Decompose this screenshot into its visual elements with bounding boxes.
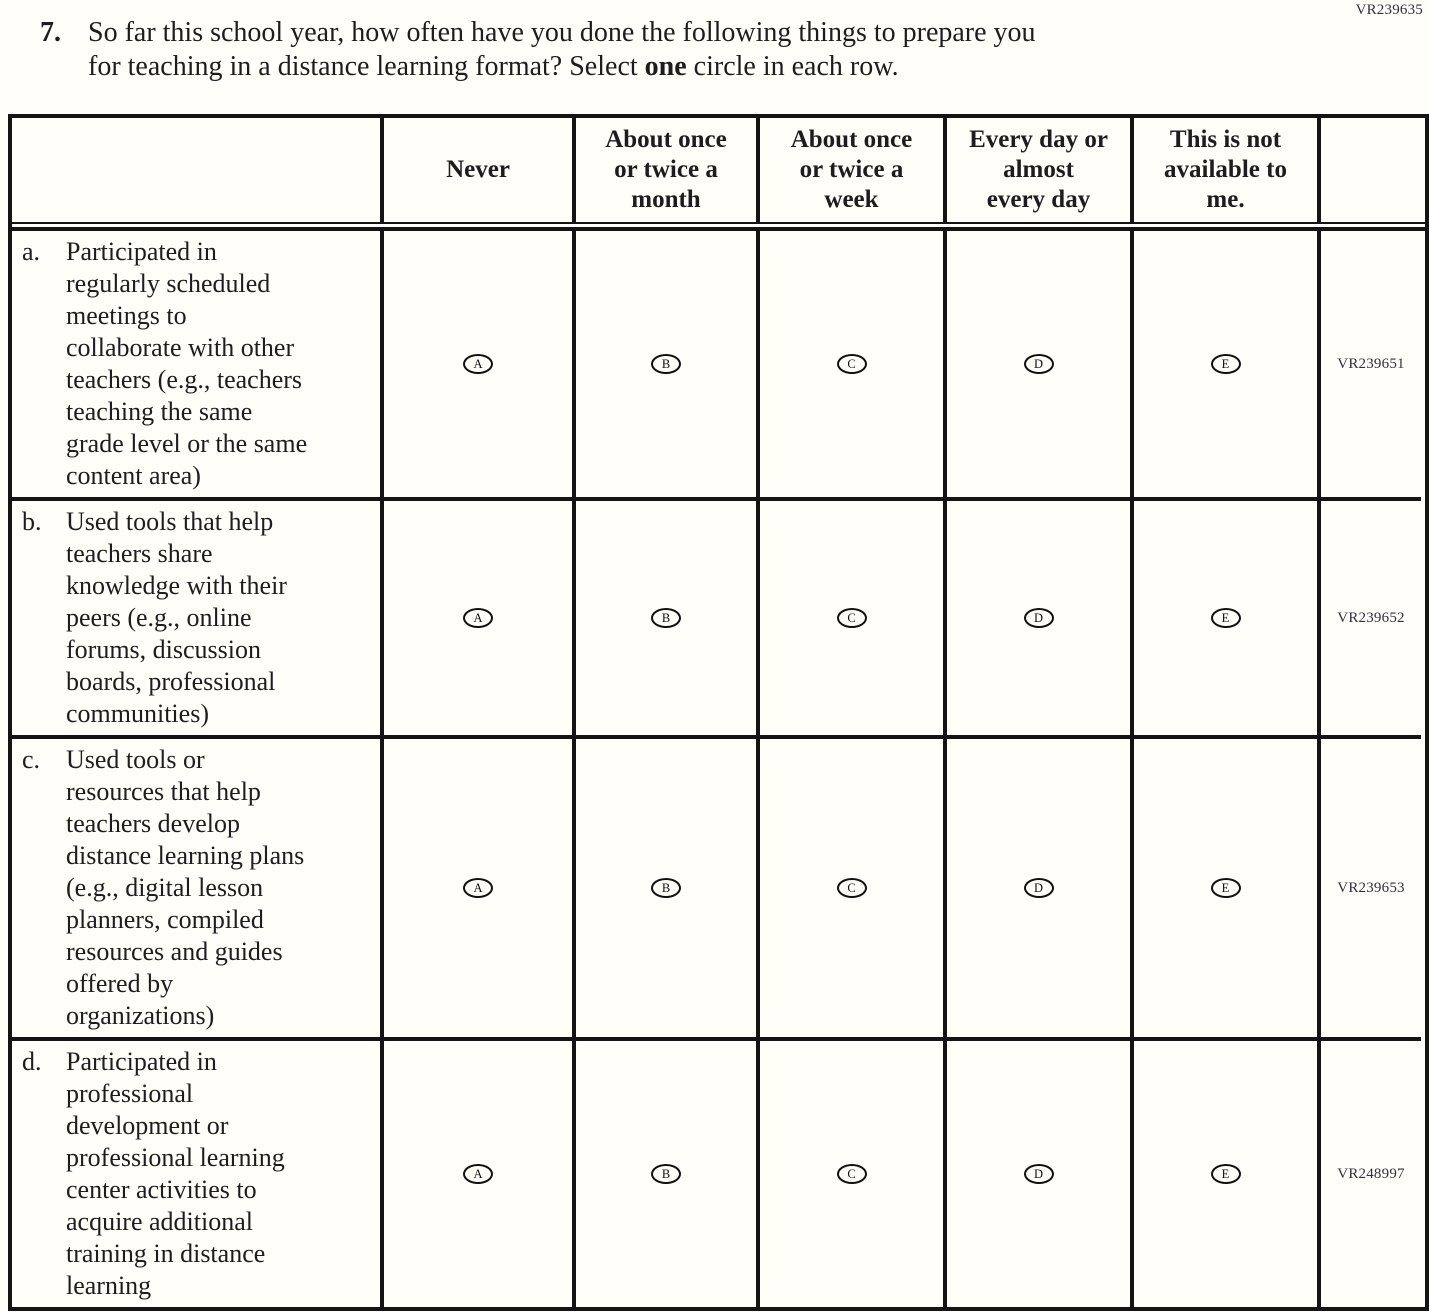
- row-d-code: VR248997: [1337, 1165, 1405, 1182]
- row-c-text: Used tools or resources that help teache…: [66, 745, 305, 1030]
- row-c-cell-week: C: [760, 739, 947, 1041]
- answer-bubble-c-notavailable[interactable]: E: [1210, 878, 1241, 898]
- row-b-cell-everyday: D: [947, 501, 1134, 739]
- answer-bubble-c-everyday[interactable]: D: [1023, 878, 1054, 898]
- answer-bubble-a-week[interactable]: C: [836, 354, 867, 374]
- row-a-description: a. Participated in regularly scheduled m…: [12, 231, 384, 501]
- column-header-never: Never: [384, 118, 576, 222]
- answer-bubble-d-notavailable[interactable]: E: [1210, 1164, 1241, 1184]
- answer-bubble-b-notavailable[interactable]: E: [1210, 608, 1241, 628]
- column-header-every-day: Every day or almost every day: [947, 118, 1134, 222]
- question-bold-word: one: [644, 51, 687, 82]
- row-c-cell-month: B: [576, 739, 760, 1041]
- row-d-label: d.: [22, 1047, 42, 1076]
- table-body: a. Participated in regularly scheduled m…: [12, 227, 1425, 1307]
- column-header-blank: [12, 118, 384, 222]
- frequency-grid-table: Never About once or twice a month About …: [8, 114, 1429, 1311]
- answer-bubble-a-never[interactable]: A: [463, 354, 493, 374]
- row-b-cell-week: C: [760, 501, 947, 739]
- answer-bubble-b-never[interactable]: A: [463, 608, 493, 628]
- column-header-not-available: This is not available to me.: [1134, 118, 1321, 222]
- row-b-label: b.: [22, 507, 42, 536]
- row-c-cell-everyday: D: [947, 739, 1134, 1041]
- answer-bubble-c-never[interactable]: A: [463, 878, 493, 898]
- answer-bubble-c-week[interactable]: C: [836, 878, 867, 898]
- answer-bubble-a-everyday[interactable]: D: [1023, 354, 1054, 374]
- row-c-description: c. Used tools or resources that help tea…: [12, 739, 384, 1041]
- row-b-cell-never: A: [384, 501, 576, 739]
- column-header-once-twice-month: About once or twice a month: [576, 118, 760, 222]
- answer-bubble-b-month[interactable]: B: [651, 608, 681, 628]
- row-a-cell-everyday: D: [947, 231, 1134, 501]
- row-a-code: VR239651: [1321, 231, 1421, 501]
- row-d-description: d. Participated in professional developm…: [12, 1041, 384, 1307]
- answer-bubble-d-week[interactable]: C: [836, 1164, 867, 1184]
- answer-bubble-a-month[interactable]: B: [651, 354, 681, 374]
- column-header-code: [1321, 118, 1421, 222]
- page-code: VR239635: [1355, 2, 1423, 18]
- row-a-label: a.: [22, 237, 41, 266]
- row-d-cell-notavailable: E: [1134, 1041, 1321, 1307]
- row-b-text: Used tools that help teachers share know…: [66, 507, 287, 728]
- row-b-code: VR239652: [1321, 501, 1421, 739]
- answer-bubble-b-everyday[interactable]: D: [1023, 608, 1054, 628]
- row-c-cell-notavailable: E: [1134, 739, 1321, 1041]
- row-b-cell-notavailable: E: [1134, 501, 1321, 739]
- answer-bubble-a-notavailable[interactable]: E: [1210, 354, 1241, 374]
- question-7: 7. So far this school year, how often ha…: [0, 0, 1429, 84]
- row-b-description: b. Used tools that help teachers share k…: [12, 501, 384, 739]
- row-d-cell-everyday: D: [947, 1041, 1134, 1307]
- question-number: 7.: [40, 17, 61, 48]
- question-text-before: So far this school year, how often have …: [88, 17, 1036, 82]
- answer-bubble-d-everyday[interactable]: D: [1023, 1164, 1054, 1184]
- row-c-code: VR239653: [1321, 739, 1421, 1041]
- row-a-cell-month: B: [576, 231, 760, 501]
- question-text: So far this school year, how often have …: [88, 16, 1036, 84]
- row-d-cell-never: A: [384, 1041, 576, 1307]
- column-header-once-twice-week: About once or twice a week: [760, 118, 947, 222]
- row-a-cell-never: A: [384, 231, 576, 501]
- answer-bubble-d-month[interactable]: B: [651, 1164, 681, 1184]
- row-d-text: Participated in professional development…: [66, 1047, 285, 1300]
- answer-bubble-b-week[interactable]: C: [836, 608, 867, 628]
- row-d-cell-month: B: [576, 1041, 760, 1307]
- question-text-after: circle in each row.: [686, 51, 899, 82]
- row-a-cell-week: C: [760, 231, 947, 501]
- table-header-row: Never About once or twice a month About …: [12, 118, 1425, 224]
- row-a-text: Participated in regularly scheduled meet…: [66, 237, 308, 490]
- row-a-cell-notavailable: E: [1134, 231, 1321, 501]
- row-b-cell-month: B: [576, 501, 760, 739]
- answer-bubble-c-month[interactable]: B: [651, 878, 681, 898]
- row-d-cell-week: C: [760, 1041, 947, 1307]
- row-c-cell-never: A: [384, 739, 576, 1041]
- answer-bubble-d-never[interactable]: A: [463, 1164, 493, 1184]
- row-c-label: c.: [22, 745, 41, 774]
